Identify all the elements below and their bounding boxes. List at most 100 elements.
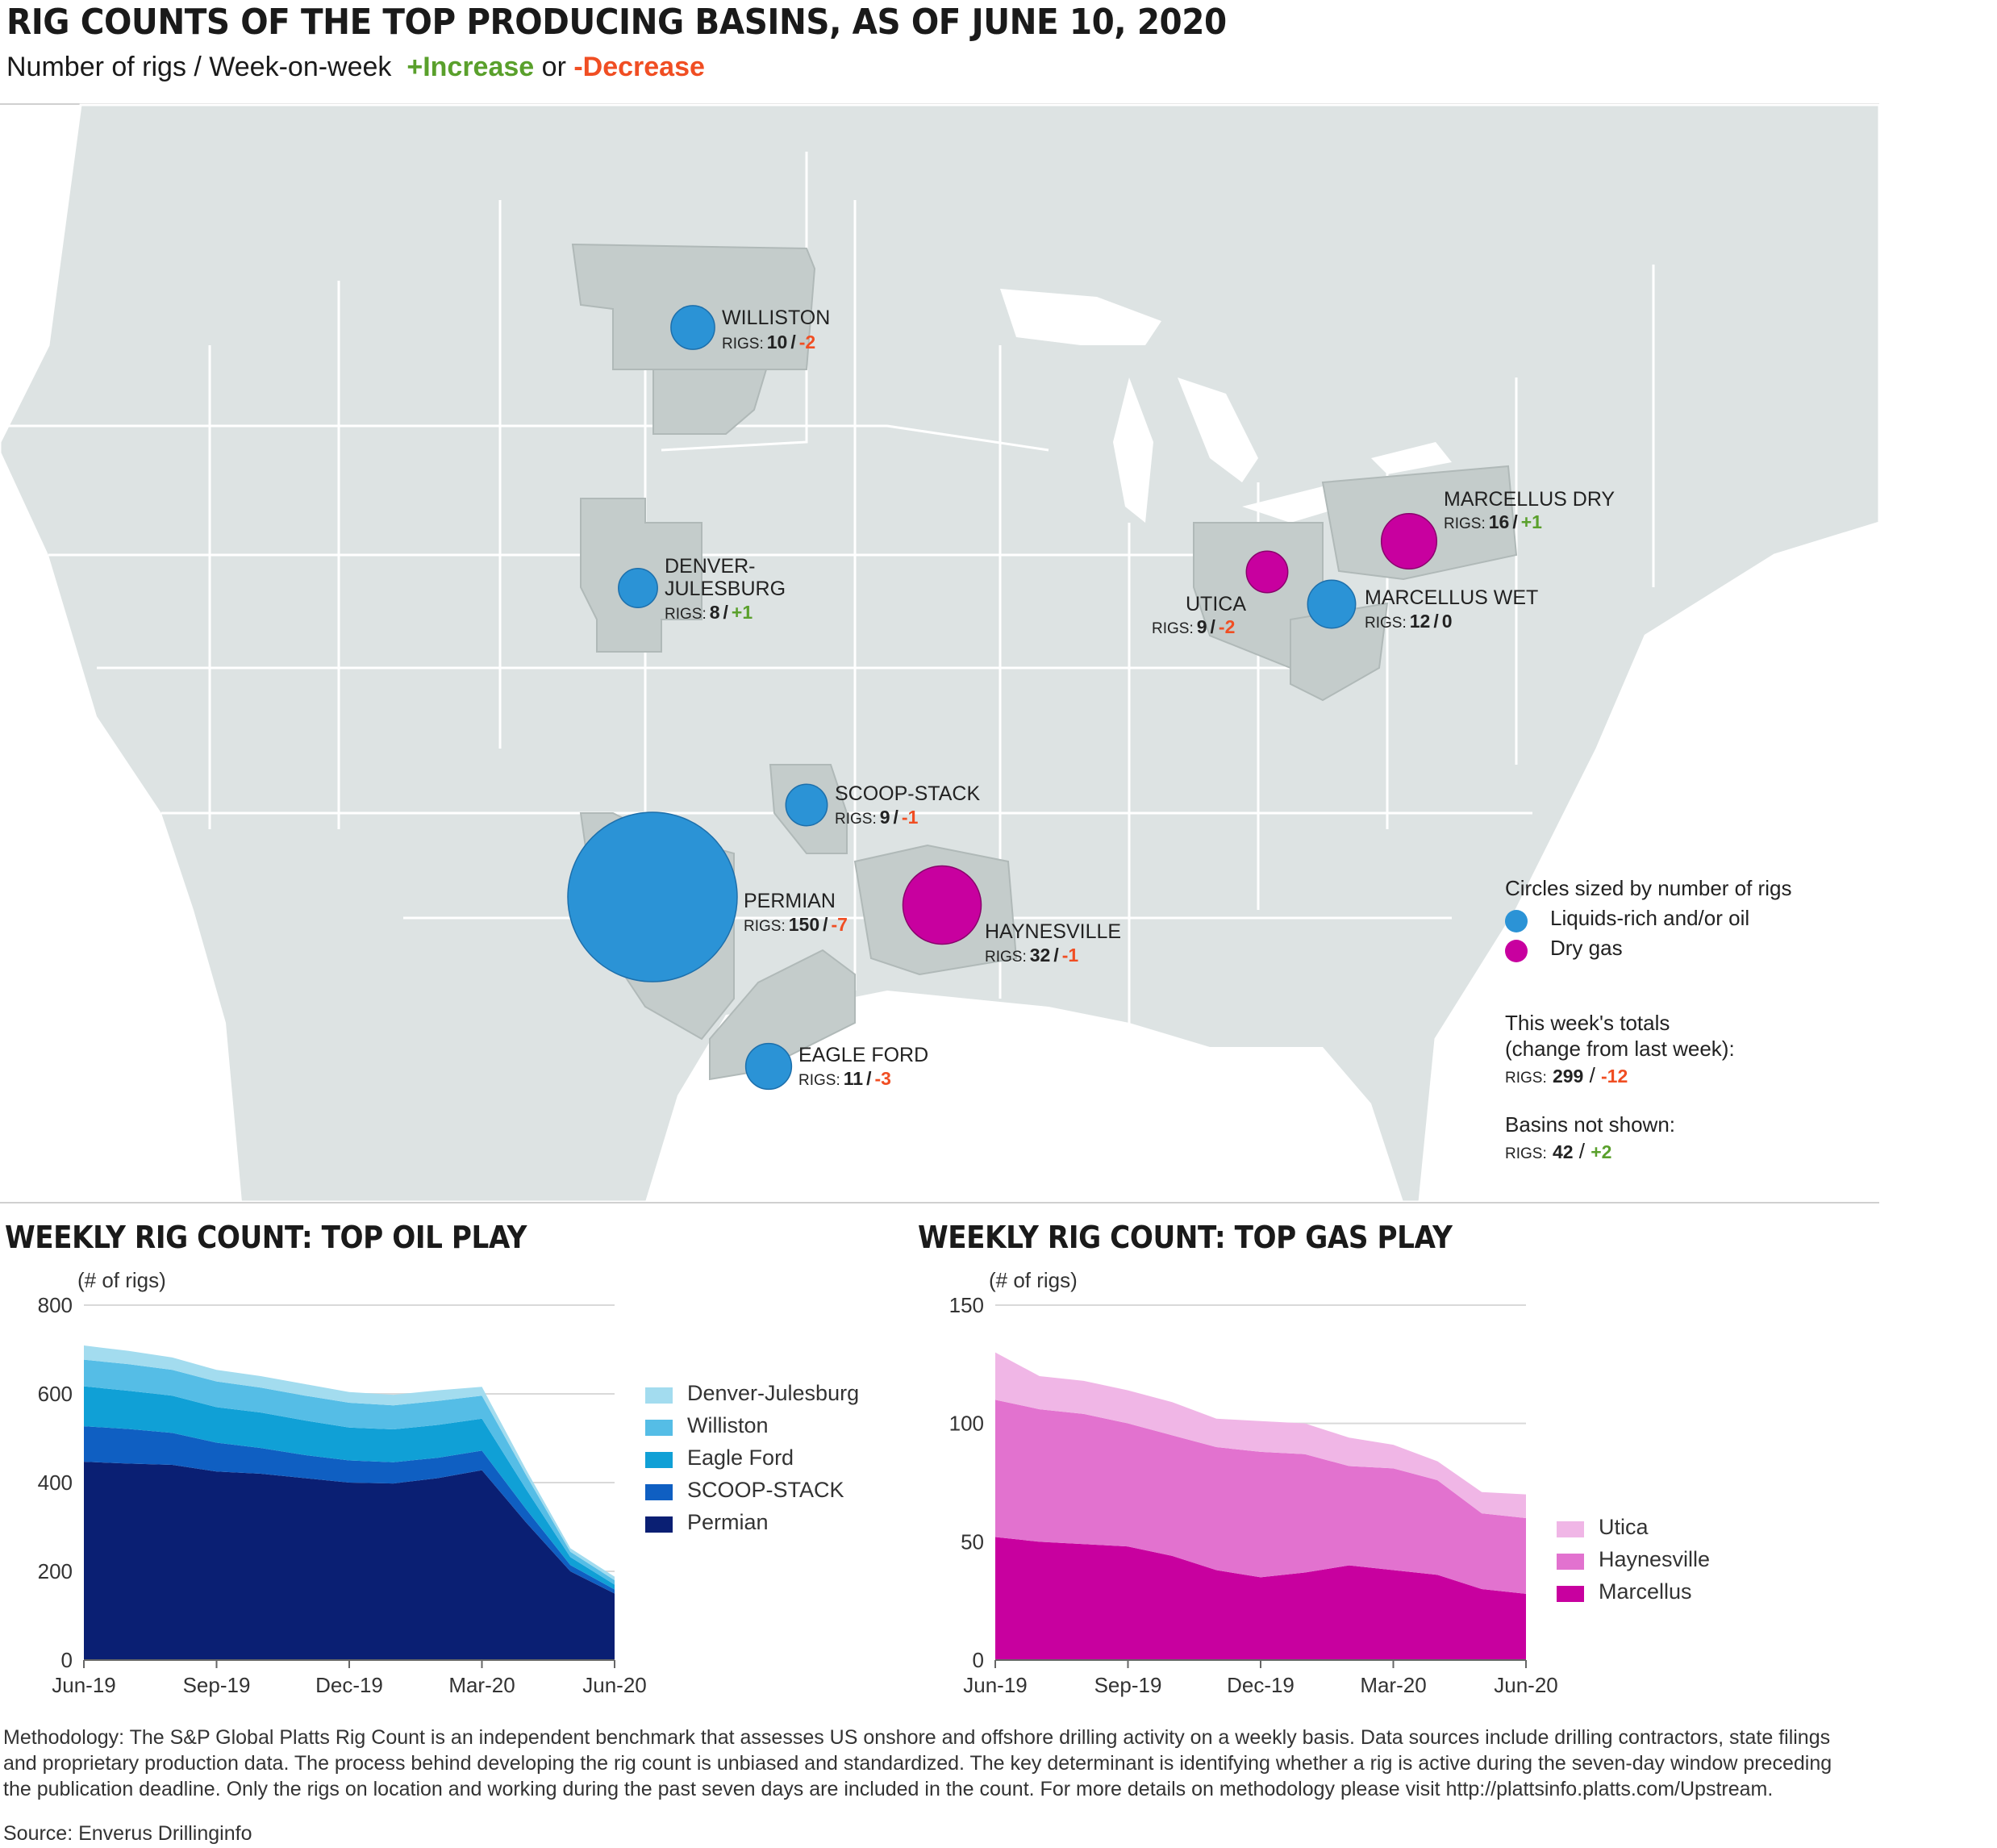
- mid-divider: [0, 1202, 1879, 1203]
- rigs-label: RIGS:: [798, 1072, 840, 1089]
- y-tick-label: 400: [38, 1470, 73, 1495]
- rigs-label: RIGS:: [1152, 620, 1194, 637]
- svg-text:RIGS:16/+1: RIGS: 16/+1: [1444, 511, 1542, 532]
- rigs-change: -7: [832, 914, 848, 935]
- y-tick-label: 0: [61, 1648, 73, 1672]
- label-marcellus-dry-name: MARCELLUS DRY: [1444, 488, 1615, 511]
- legend-label: Denver-Julesburg: [687, 1381, 860, 1405]
- x-tick-label: Mar-20: [1360, 1673, 1426, 1697]
- legend-swatch: [1557, 1586, 1584, 1602]
- legend-label: Marcellus: [1599, 1579, 1692, 1604]
- x-tick-label: Mar-20: [448, 1673, 515, 1697]
- label-denver-name-1: DENVER-: [665, 555, 756, 578]
- rigs-count: 11: [844, 1068, 864, 1089]
- legend-swatch: [645, 1387, 673, 1404]
- rigs-count: 32: [1030, 945, 1051, 966]
- label-scoop-stack: SCOOP-STACK RIGS: 9/-1: [835, 782, 980, 828]
- x-tick-label: Dec-19: [315, 1673, 383, 1697]
- y-tick-label: 800: [38, 1293, 73, 1317]
- methodology-note: Methodology: The S&P Global Platts Rig C…: [3, 1726, 1832, 1800]
- label-williston: WILLISTON RIGS: 10/-2: [722, 307, 830, 352]
- rigs-change: -2: [1219, 616, 1235, 637]
- label-utica: UTICA RIGS: 9/-2: [1152, 593, 1246, 637]
- y-tick-label: 50: [961, 1529, 984, 1554]
- map-legend-liquids: Liquids-rich and/or oil: [1550, 906, 1750, 930]
- label-marcellus-dry: MARCELLUS DRY RIGS: 16/+1: [1444, 488, 1615, 532]
- atlantic-water: [1452, 555, 1879, 1202]
- rigs-label: RIGS:: [1444, 515, 1486, 532]
- x-tick-label: Dec-19: [1227, 1673, 1295, 1697]
- area-permian: [84, 1462, 615, 1660]
- y-axis-label: (# of rigs): [989, 1268, 1078, 1292]
- area-marcellus: [995, 1537, 1526, 1660]
- label-marcellus-wet: MARCELLUS WET RIGS: 12/0: [1365, 586, 1538, 632]
- legend-label: Utica: [1599, 1515, 1649, 1539]
- gas-rig-chart: (# of rigs) 0 50 100 150 Jun-19 Sep-19 Dec-19 Ma…: [949, 1268, 1558, 1697]
- label-denver-name-2: JULESBURG: [665, 578, 786, 600]
- label-denver-julesburg: DENVER- JULESBURG RIGS: 8/+1: [665, 555, 786, 623]
- rigs-label: RIGS:: [985, 949, 1027, 966]
- area-eagle-ford: [84, 1386, 615, 1590]
- rigs-count: 9: [880, 807, 890, 828]
- rigs-change: -2: [799, 332, 815, 352]
- label-eagle-ford-name: EAGLE FORD: [798, 1044, 928, 1066]
- x-tick-label: Sep-19: [183, 1673, 251, 1697]
- legend-label: Eagle Ford: [687, 1445, 794, 1470]
- not-shown-label: Basins not shown:: [1505, 1112, 1676, 1137]
- legend-label: Haynesville: [1599, 1547, 1711, 1571]
- area-haynesville: [995, 1400, 1526, 1594]
- label-haynesville-name: HAYNESVILLE: [985, 920, 1121, 943]
- basin-circle-permian: [567, 811, 738, 982]
- label-eagle-ford: EAGLE FORD RIGS: 11/-3: [798, 1044, 928, 1089]
- rigs-count: 16: [1489, 511, 1510, 532]
- page-subtitle: Number of rigs / Week-on-week +Increase …: [6, 52, 705, 83]
- rigs-label: RIGS:: [665, 606, 707, 623]
- y-tick-label: 150: [949, 1293, 984, 1317]
- y-axis-label: (# of rigs): [77, 1268, 166, 1292]
- x-tick-label: Jun-19: [963, 1673, 1028, 1697]
- rigs-count: 12: [1410, 611, 1431, 632]
- subtitle-or: or: [541, 52, 566, 82]
- x-tick-label: Jun-20: [582, 1673, 647, 1697]
- legend-swatch: [645, 1452, 673, 1468]
- basin-circle-utica: [1245, 550, 1289, 594]
- svg-text:RIGS:9/-2: RIGS: 9/-2: [1152, 616, 1235, 637]
- legend-label: Williston: [687, 1413, 769, 1437]
- legend-dry-gas-dot: [1505, 940, 1528, 962]
- map-legend-dry-gas: Dry gas: [1550, 936, 1623, 960]
- area-williston: [84, 1359, 615, 1585]
- legend-label: Permian: [687, 1510, 769, 1534]
- totals-change: -12: [1601, 1066, 1628, 1087]
- us-basin-map: WILLISTON RIGS: 10/-2 DENVER- JULESBURG R…: [0, 103, 1879, 1202]
- basin-circle-williston: [670, 305, 715, 350]
- rigs-count: 9: [1197, 616, 1207, 637]
- rigs-label: RIGS:: [1365, 615, 1407, 632]
- subtitle-increase: +Increase: [406, 52, 535, 82]
- svg-text:RIGS:12/0: RIGS: 12/0: [1365, 611, 1453, 632]
- rigs-change: +1: [732, 602, 753, 623]
- totals-value: RIGS: 299 / -12: [1505, 1063, 1628, 1087]
- svg-text:RIGS:11/-3: RIGS: 11/-3: [798, 1068, 891, 1089]
- legend-swatch: [645, 1420, 673, 1436]
- legend-liquids-dot: [1505, 910, 1528, 932]
- source-note: Source: Enverus Drillinginfo: [3, 1822, 252, 1845]
- label-permian-name: PERMIAN: [744, 890, 836, 912]
- oil-chart-title: WEEKLY RIG COUNT: TOP OIL PLAY: [5, 1220, 527, 1255]
- rigs-label: RIGS:: [744, 918, 786, 935]
- great-lakes: [1000, 289, 1452, 523]
- label-scoop-name: SCOOP-STACK: [835, 782, 980, 805]
- rigs-change: 0: [1442, 611, 1453, 632]
- totals-line2: (change from last week):: [1505, 1037, 1735, 1061]
- rigs-label: RIGS:: [1505, 1145, 1547, 1162]
- svg-text:RIGS:9/-1: RIGS: 9/-1: [835, 807, 919, 828]
- rigs-count: 10: [767, 332, 788, 352]
- basin-circle-scoop-stack: [785, 783, 828, 827]
- rigs-count: 8: [710, 602, 720, 623]
- area-denver-julesburg: [84, 1345, 615, 1580]
- subtitle-decrease: -Decrease: [573, 52, 705, 82]
- totals-rigs: 299: [1552, 1066, 1584, 1087]
- rigs-label: RIGS:: [722, 336, 764, 352]
- legend-swatch: [645, 1484, 673, 1500]
- y-tick-label: 200: [38, 1559, 73, 1583]
- basin-circle-eagle-ford: [744, 1042, 793, 1091]
